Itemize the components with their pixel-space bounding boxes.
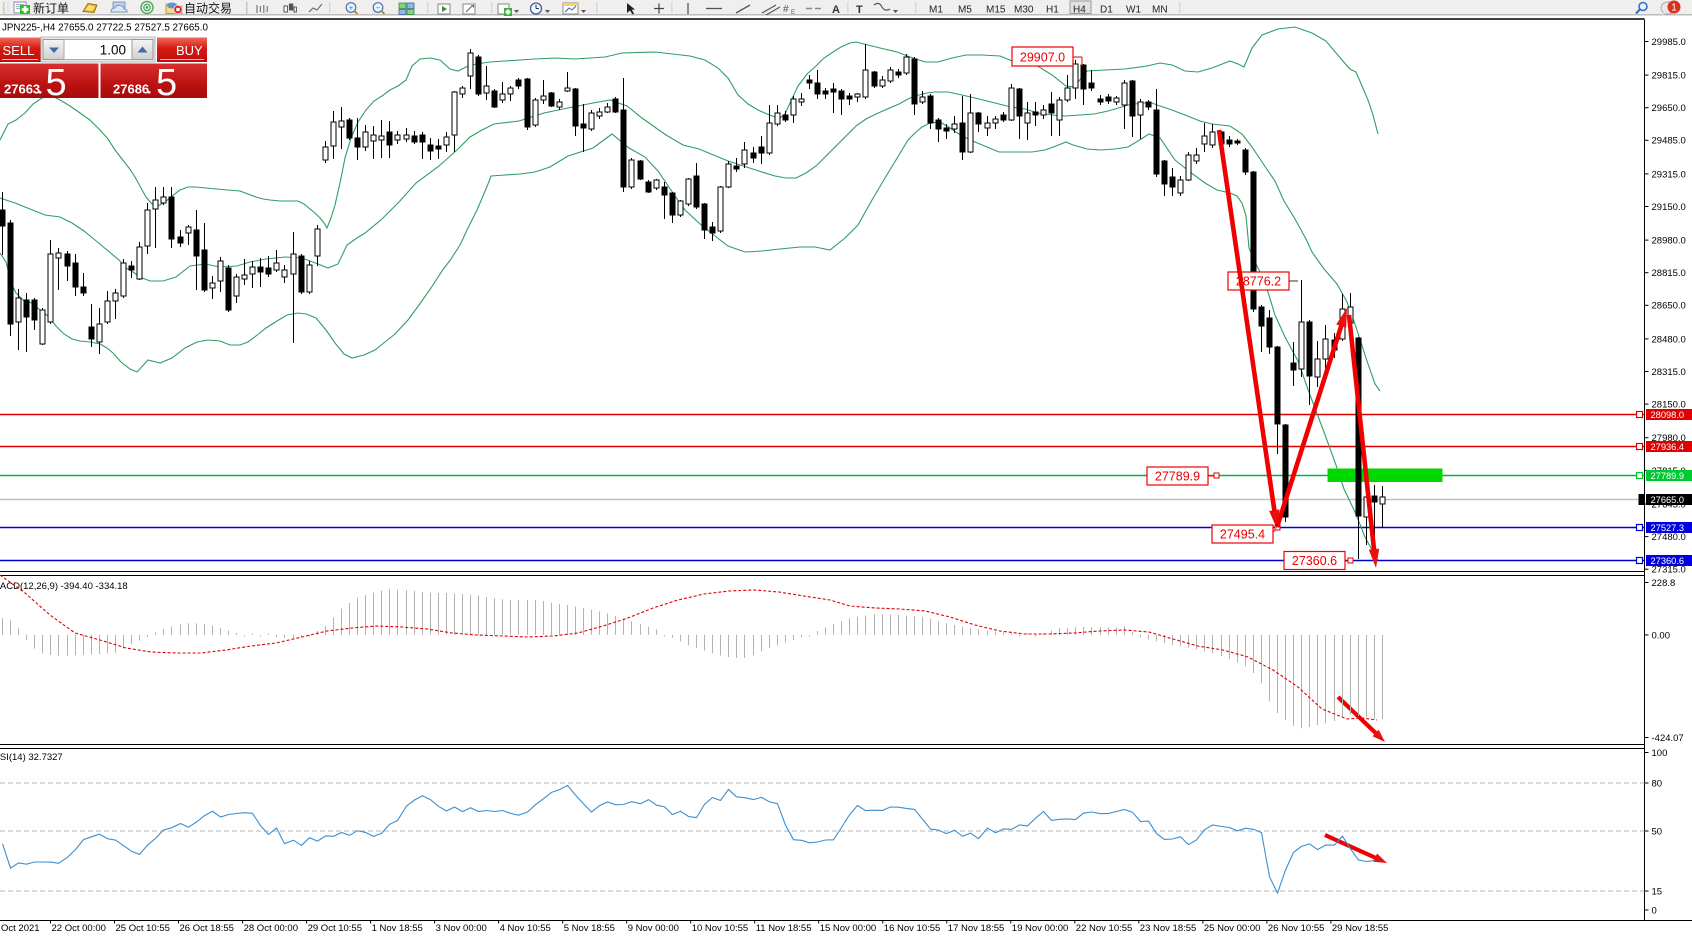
svg-text:22 Oct 00:00: 22 Oct 00:00 [52,923,106,934]
svg-text:15 Nov 00:00: 15 Nov 00:00 [820,923,877,934]
svg-text:MACD(12,26,9) -394.40 -334.18: MACD(12,26,9) -394.40 -334.18 [0,581,128,592]
svg-text:Oct 2021: Oct 2021 [1,923,40,934]
svg-text:M15: M15 [986,5,1006,16]
svg-text:M1: M1 [929,5,943,16]
svg-text:27315.0: 27315.0 [1652,565,1686,576]
svg-text:4 Nov 10:55: 4 Nov 10:55 [500,923,551,934]
svg-text:100: 100 [1652,748,1668,759]
svg-text:28150.0: 28150.0 [1652,400,1686,411]
svg-text:26 Nov 10:55: 26 Nov 10:55 [1268,923,1325,934]
svg-text:15: 15 [1652,887,1663,898]
svg-text:1 Nov 18:55: 1 Nov 18:55 [372,923,423,934]
svg-text:+: + [349,3,354,12]
svg-text:.: . [147,81,151,98]
svg-text:−: − [376,3,381,12]
svg-text:27665.0: 27665.0 [1651,495,1685,505]
svg-text:#: # [783,4,789,15]
svg-text:自动交易: 自动交易 [184,1,232,16]
svg-text:W1: W1 [1126,5,1141,16]
svg-text:16 Nov 10:55: 16 Nov 10:55 [884,923,941,934]
svg-text:29985.0: 29985.0 [1652,37,1686,48]
svg-text:27980.0: 27980.0 [1652,433,1686,444]
svg-text:25 Nov 00:00: 25 Nov 00:00 [1204,923,1261,934]
svg-text:50: 50 [1652,827,1663,838]
svg-text:RSI(14) 32.7327: RSI(14) 32.7327 [0,752,63,763]
svg-text:A: A [832,4,840,16]
svg-text:29815.0: 29815.0 [1652,71,1686,82]
svg-text:0: 0 [1652,906,1657,917]
svg-text:BUY: BUY [176,43,203,58]
svg-text:5: 5 [46,62,67,104]
svg-text:28098.0: 28098.0 [1651,410,1685,420]
svg-text:27686: 27686 [113,82,149,97]
svg-text:0.00: 0.00 [1652,630,1671,641]
svg-text:29315.0: 29315.0 [1652,169,1686,180]
svg-text:29 Oct 10:55: 29 Oct 10:55 [308,923,362,934]
svg-text:E: E [791,10,795,16]
svg-text:228.8: 228.8 [1652,578,1676,589]
svg-text:3 Nov 00:00: 3 Nov 00:00 [436,923,487,934]
svg-text:25 Oct 10:55: 25 Oct 10:55 [116,923,170,934]
svg-text:29650.0: 29650.0 [1652,103,1686,114]
svg-text:27789.9: 27789.9 [1651,471,1685,481]
svg-text:27495.4: 27495.4 [1220,528,1265,542]
svg-text:17 Nov 18:55: 17 Nov 18:55 [948,923,1005,934]
svg-text:27936.4: 27936.4 [1651,442,1685,452]
svg-text:29 Nov 18:55: 29 Nov 18:55 [1332,923,1389,934]
svg-text:JPN225-,H4 27655.0 27722.5 27: JPN225-,H4 27655.0 27722.5 27527.5 27665… [2,23,208,34]
svg-text:26 Oct 18:55: 26 Oct 18:55 [180,923,234,934]
svg-text:28 Oct 00:00: 28 Oct 00:00 [244,923,298,934]
svg-text:-424.07: -424.07 [1652,733,1684,744]
svg-text:M30: M30 [1014,5,1034,16]
svg-text:80: 80 [1652,779,1663,790]
svg-text:H4: H4 [1073,5,1086,16]
svg-text:29150.0: 29150.0 [1652,202,1686,213]
svg-text:28776.2: 28776.2 [1236,275,1281,289]
svg-text:11 Nov 18:55: 11 Nov 18:55 [756,923,812,934]
svg-text:D1: D1 [1100,5,1113,16]
svg-text:23 Nov 18:55: 23 Nov 18:55 [1140,923,1197,934]
svg-text:19 Nov 00:00: 19 Nov 00:00 [1012,923,1069,934]
svg-text:28480.0: 28480.0 [1652,334,1686,345]
svg-text:28650.0: 28650.0 [1652,301,1686,312]
svg-text:27360.6: 27360.6 [1292,554,1337,568]
svg-text:28815.0: 28815.0 [1652,268,1686,279]
svg-text:9 Nov 00:00: 9 Nov 00:00 [628,923,679,934]
svg-text:27789.9: 27789.9 [1155,470,1200,484]
svg-text:27480.0: 27480.0 [1652,532,1686,543]
svg-text:22 Nov 10:55: 22 Nov 10:55 [1076,923,1133,934]
svg-text:28980.0: 28980.0 [1652,236,1686,247]
svg-text:27527.3: 27527.3 [1651,523,1685,533]
svg-text:T: T [856,4,863,16]
svg-text:M5: M5 [958,5,972,16]
svg-text:29485.0: 29485.0 [1652,136,1686,147]
svg-text:1: 1 [1671,2,1677,13]
svg-text:27663: 27663 [4,82,40,97]
svg-text:27360.6: 27360.6 [1651,556,1685,566]
svg-text:新订单: 新订单 [33,1,69,16]
svg-text:29907.0: 29907.0 [1020,51,1065,65]
svg-text:MN: MN [1152,5,1168,16]
svg-text:5: 5 [156,62,177,104]
svg-text:SELL: SELL [3,43,35,58]
svg-text:28315.0: 28315.0 [1652,367,1686,378]
svg-text:H1: H1 [1046,5,1059,16]
svg-text:.: . [38,81,42,98]
svg-text:10 Nov 10:55: 10 Nov 10:55 [692,923,749,934]
svg-text:5 Nov 18:55: 5 Nov 18:55 [564,923,615,934]
svg-text:1.00: 1.00 [100,43,126,58]
